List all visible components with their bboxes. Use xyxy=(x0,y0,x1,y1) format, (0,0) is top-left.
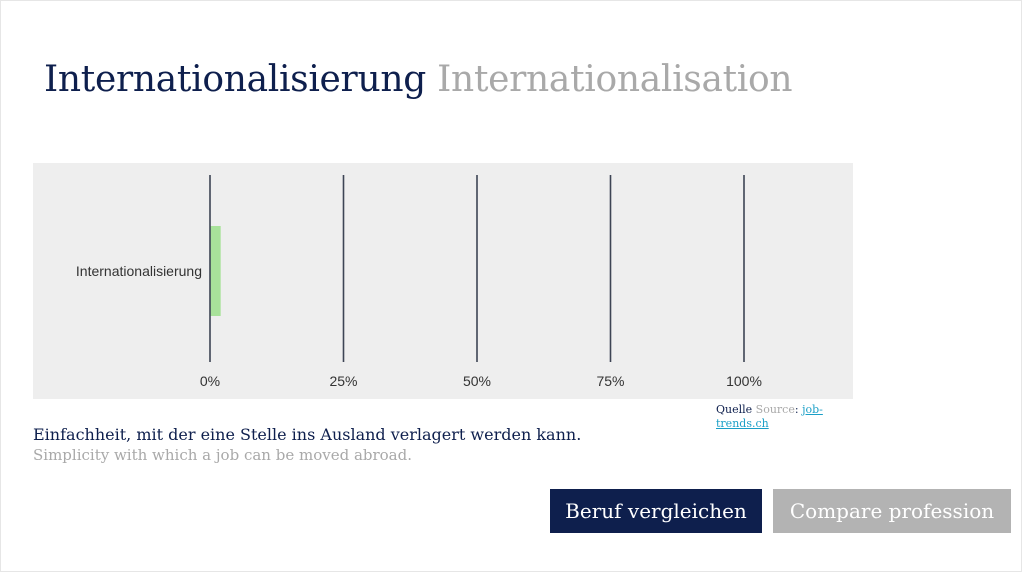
description: Einfachheit, mit der eine Stelle ins Aus… xyxy=(33,425,581,465)
source-note: Quelle Source: job-trends.ch xyxy=(716,403,836,431)
tick-label-100: 100% xyxy=(726,373,762,389)
tick-label-25: 25% xyxy=(329,373,357,389)
tick-label-50: 50% xyxy=(463,373,491,389)
title-german: Internationalisierung xyxy=(44,59,426,100)
compare-profession-button-german[interactable]: Beruf vergleichen xyxy=(550,489,762,533)
tick-label-0: 0% xyxy=(200,373,220,389)
page-title: Internationalisierung Internationalisati… xyxy=(44,56,793,104)
compare-profession-button-english[interactable]: Compare profession xyxy=(773,489,1011,533)
tick-label-75: 75% xyxy=(596,373,624,389)
chart-panel: 0% 25% 50% 75% 100% Internationalisierung xyxy=(33,163,853,399)
source-link[interactable]: job-trends.ch xyxy=(716,403,823,430)
source-separator: : xyxy=(794,403,799,416)
title-english: Internationalisation xyxy=(437,59,793,100)
bar-1 xyxy=(210,226,221,316)
source-label-english: Source xyxy=(755,403,795,416)
source-label-german: Quelle xyxy=(716,403,753,416)
description-german: Einfachheit, mit der eine Stelle ins Aus… xyxy=(33,425,582,444)
description-english: Simplicity with which a job can be moved… xyxy=(33,446,412,464)
category-label-1: Internationalisierung xyxy=(76,263,202,279)
bar-chart: 0% 25% 50% 75% 100% Internationalisierung xyxy=(76,175,762,389)
